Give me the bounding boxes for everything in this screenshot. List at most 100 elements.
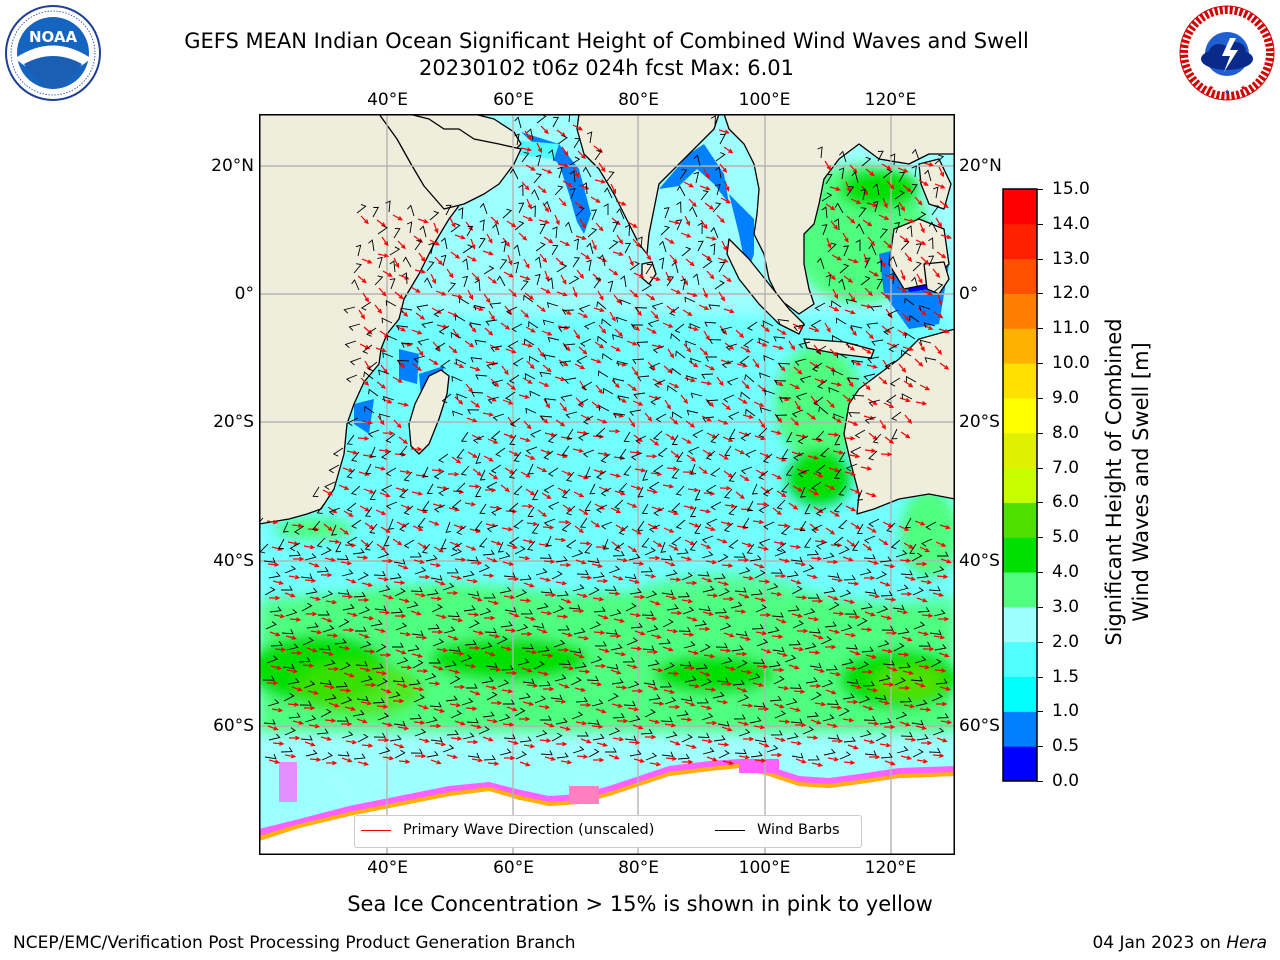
wind-barb [557, 166, 563, 179]
wind-barb [403, 539, 415, 549]
wind-barb [543, 354, 556, 360]
wave-direction-arrow [361, 420, 374, 425]
wave-direction-arrow [507, 740, 520, 745]
wave-direction-arrow [650, 471, 663, 477]
wave-direction-arrow [469, 690, 481, 696]
wave-direction-arrow [915, 401, 928, 406]
wave-direction-arrow [939, 686, 952, 691]
wave-direction-arrow [739, 474, 750, 482]
wind-barb [514, 220, 525, 231]
wave-direction-arrow [867, 560, 880, 565]
wind-barb [715, 166, 722, 179]
wave-direction-arrow [647, 685, 659, 691]
wind-barb [499, 748, 512, 756]
wind-barb [714, 608, 727, 614]
wind-barb [547, 433, 558, 444]
wave-direction-arrow [430, 723, 442, 729]
wave-direction-arrow [518, 232, 528, 241]
wind-barb [364, 506, 373, 517]
wind-barb [772, 646, 785, 653]
wind-barb [486, 481, 498, 491]
wind-barb [705, 356, 717, 362]
wind-barb [370, 619, 383, 627]
wind-barb [447, 611, 460, 618]
wind-barb [879, 718, 892, 725]
wave-direction-arrow [760, 648, 772, 654]
wind-barb [706, 399, 719, 406]
wind-barb [589, 621, 601, 630]
wind-barb [440, 538, 447, 550]
wind-barb [428, 242, 434, 255]
wave-direction-arrow [429, 239, 441, 246]
wind-barb [702, 747, 715, 755]
wind-barb [473, 435, 485, 444]
wave-direction-arrow [716, 376, 724, 387]
wave-direction-arrow [632, 688, 644, 694]
wave-direction-arrow [864, 575, 876, 581]
wind-barb [455, 358, 467, 365]
wind-barb [374, 605, 387, 611]
wind-barb [517, 658, 530, 666]
wind-barb [570, 677, 582, 686]
wave-direction-arrow [593, 757, 605, 763]
legend-wave-swatch [361, 829, 391, 831]
wind-barb [351, 451, 360, 462]
wave-direction-arrow [824, 484, 836, 490]
wind-barb [838, 519, 848, 530]
wave-direction-arrow [827, 559, 839, 565]
wave-direction-arrow [361, 743, 374, 748]
wave-direction-arrow [489, 667, 502, 672]
wave-direction-arrow [842, 232, 849, 243]
wave-direction-arrow [917, 631, 930, 636]
wave-direction-arrow [525, 649, 538, 655]
wave-direction-arrow [704, 202, 715, 210]
wind-barb [931, 205, 940, 216]
wind-barb [600, 453, 611, 464]
wind-barb [872, 200, 879, 213]
wind-barb [743, 338, 754, 348]
wave-direction-arrow [935, 541, 947, 547]
colorbar-segment [1003, 502, 1037, 538]
wind-barb [641, 503, 649, 514]
wind-barb [866, 322, 879, 329]
lat-label-right: 20°S [959, 412, 1000, 432]
wind-barb [776, 542, 787, 553]
wave-direction-arrow [558, 519, 571, 525]
wind-barb [880, 590, 893, 597]
wave-direction-arrow [631, 528, 642, 535]
wind-barb [487, 396, 500, 404]
wind-barb [537, 646, 550, 653]
wave-direction-arrow [339, 527, 350, 535]
wave-direction-arrow [760, 612, 772, 618]
wave-direction-arrow [578, 508, 589, 516]
chart-title: GEFS MEAN Indian Ocean Significant Heigh… [184, 29, 1029, 53]
wave-direction-arrow [880, 615, 893, 620]
wind-barb [485, 319, 498, 326]
wind-barb [895, 549, 908, 558]
colorbar-tick-label: 13.0 [1052, 248, 1090, 269]
wave-direction-arrow [914, 196, 923, 206]
wind-barb [655, 413, 667, 423]
wind-barb [378, 747, 391, 755]
wind-barb [840, 624, 853, 632]
wind-barb [680, 278, 686, 291]
wind-barb [479, 503, 487, 514]
wind-barb [587, 227, 598, 238]
wave-direction-arrow [897, 329, 908, 337]
southeast-asia [723, 114, 955, 315]
wind-barb [888, 343, 900, 353]
wind-barb [463, 605, 476, 612]
wave-direction-arrow [471, 560, 483, 566]
wave-direction-arrow [435, 614, 448, 619]
wave-direction-arrow [502, 399, 514, 405]
wind-barb [543, 484, 555, 494]
wave-direction-arrow [521, 667, 533, 673]
wind-barb [627, 680, 640, 689]
lat-label-right: 60°S [959, 716, 1000, 736]
wave-direction-arrow [365, 682, 377, 688]
wave-direction-arrow [860, 466, 873, 471]
wind-barb [357, 733, 369, 743]
wind-barb [548, 501, 560, 510]
wind-barb [352, 548, 365, 555]
wind-barb [352, 710, 365, 717]
